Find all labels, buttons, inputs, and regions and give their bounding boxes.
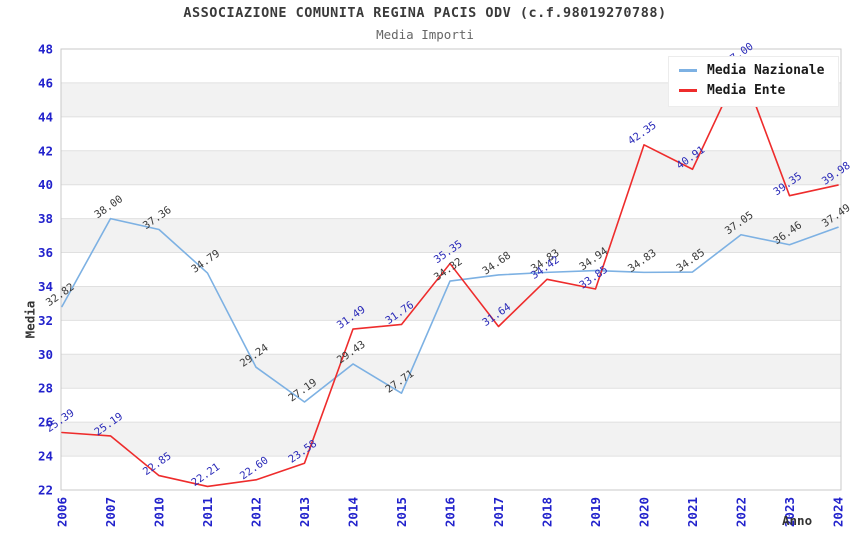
legend-line-sample-nazionale bbox=[679, 69, 697, 72]
y-tick-label: 26 bbox=[38, 415, 53, 430]
legend-label-nazionale: Media Nazionale bbox=[707, 63, 825, 78]
y-tick-label: 24 bbox=[38, 449, 53, 464]
series-line-media-ente bbox=[61, 65, 839, 488]
x-tick-label: 2018 bbox=[540, 497, 555, 527]
plot-border bbox=[60, 48, 842, 491]
y-tick-label: 38 bbox=[38, 211, 53, 226]
chart-subtitle: Media Importi bbox=[376, 27, 474, 42]
x-tick-label: 2019 bbox=[588, 497, 603, 527]
y-tick-label: 40 bbox=[38, 177, 53, 192]
data-point-label: 22.60 bbox=[238, 454, 271, 482]
x-tick-label: 2011 bbox=[200, 497, 215, 527]
x-tick-label: 2017 bbox=[491, 497, 506, 527]
y-tick-label: 30 bbox=[38, 347, 53, 362]
legend-item-media-nazionale: Media Nazionale bbox=[679, 63, 824, 78]
data-point-label: 42.35 bbox=[626, 119, 659, 147]
x-axis-title: Anno bbox=[782, 513, 813, 528]
plot-band bbox=[61, 422, 841, 457]
x-tick-label: 2010 bbox=[152, 497, 167, 527]
x-tick-label: 2006 bbox=[55, 497, 70, 527]
y-tick-label: 42 bbox=[38, 143, 53, 158]
x-tick-label: 2012 bbox=[249, 497, 264, 527]
y-tick-label: 22 bbox=[38, 483, 53, 498]
plot-band bbox=[61, 354, 841, 389]
x-tick-label: 2014 bbox=[346, 497, 361, 527]
data-point-label: 34.68 bbox=[480, 249, 513, 277]
plot-band bbox=[61, 150, 841, 185]
x-tick-label: 2016 bbox=[443, 497, 458, 527]
y-axis-title: Media bbox=[22, 300, 38, 339]
legend-item-media-ente: Media Ente bbox=[679, 83, 824, 98]
legend: Media Nazionale Media Ente bbox=[668, 56, 840, 107]
data-point-label: 38.00 bbox=[92, 193, 125, 221]
x-tick-label: 2021 bbox=[685, 497, 700, 527]
x-tick-label: 2015 bbox=[394, 497, 409, 527]
x-tick-label: 2022 bbox=[734, 497, 749, 527]
plot-band bbox=[61, 218, 841, 253]
x-tick-label: 2024 bbox=[831, 497, 846, 527]
x-tick-label: 2020 bbox=[637, 497, 652, 527]
chart-title: ASSOCIAZIONE COMUNITA REGINA PACIS ODV (… bbox=[183, 5, 667, 21]
x-tick-label: 2023 bbox=[782, 497, 797, 527]
plot-band bbox=[61, 286, 841, 321]
y-tick-label: 46 bbox=[38, 75, 53, 90]
y-tick-label: 34 bbox=[38, 279, 53, 294]
legend-line-sample-ente bbox=[679, 89, 697, 92]
series-line-media-nazionale bbox=[61, 217, 839, 403]
x-tick-label: 2007 bbox=[103, 497, 118, 527]
legend-label-ente: Media Ente bbox=[707, 83, 786, 98]
y-tick-label: 36 bbox=[38, 245, 53, 260]
y-tick-label: 28 bbox=[38, 381, 53, 396]
x-tick-label: 2013 bbox=[297, 497, 312, 527]
y-tick-label: 44 bbox=[38, 109, 53, 124]
y-tick-label: 48 bbox=[38, 42, 53, 57]
y-tick-label: 32 bbox=[38, 313, 53, 328]
